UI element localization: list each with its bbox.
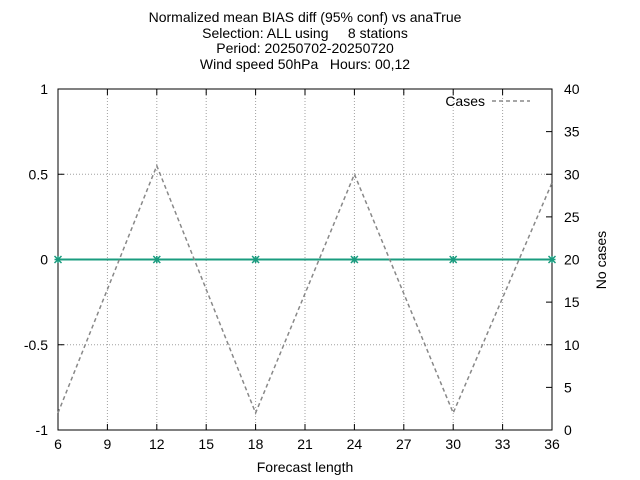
title-line-1: Normalized mean BIAS diff (95% conf) vs … [148, 9, 462, 25]
y2-tick-label: 30 [564, 166, 580, 182]
x-tick-label: 24 [347, 436, 363, 452]
x-tick-label: 18 [248, 436, 264, 452]
x-tick-label: 12 [149, 436, 165, 452]
data-point [449, 255, 458, 264]
chart-title: Normalized mean BIAS diff (95% conf) vs … [0, 9, 610, 72]
y2-tick-label: 15 [564, 294, 580, 310]
legend-label-cases: Cases [445, 93, 485, 109]
x-tick-label: 36 [544, 436, 560, 452]
data-point [251, 255, 260, 264]
legend: Cases [445, 93, 530, 109]
x-tick-label: 15 [198, 436, 214, 452]
data-point [350, 255, 359, 264]
y-tick-label: -1 [36, 422, 49, 438]
x-tick-label: 9 [104, 436, 112, 452]
y-tick-label: 0 [40, 252, 48, 268]
y2-tick-label: 40 [564, 81, 580, 97]
y2-tick-label: 10 [564, 337, 580, 353]
x-tick-label: 21 [297, 436, 313, 452]
title-line-2: Selection: ALL using 8 stations [202, 24, 408, 41]
y2-tick-label: 5 [564, 379, 572, 395]
title-line-3: Period: 20250702-20250720 [216, 40, 394, 56]
y2-axis-label: No cases [593, 231, 609, 289]
axes: 6 9 12 15 18 21 24 27 30 33 36-1-0.500.51051015202… [24, 81, 580, 452]
y2-tick-label: 35 [564, 124, 580, 140]
y2-tick-label: 25 [564, 209, 580, 225]
series-line-cases [57, 163, 553, 415]
x-tick-label: 30 [445, 436, 461, 452]
x-axis-label: Forecast length [257, 459, 354, 475]
y2-tick-label: 0 [564, 422, 572, 438]
y2-tick-label: 20 [564, 252, 580, 268]
x-tick-label: 6 [54, 436, 62, 452]
data-point [547, 255, 557, 264]
title-line-4: Wind speed 50hPa Hours: 00,12 [199, 55, 411, 72]
series-layer [53, 163, 557, 415]
data-point [152, 255, 161, 264]
y-tick-label: 0.5 [29, 166, 49, 182]
y-tick-label: -0.5 [24, 337, 48, 353]
x-tick-label: 33 [495, 436, 511, 452]
x-tick-label: 27 [396, 436, 412, 452]
data-point [53, 255, 63, 264]
y-tick-label: 1 [40, 81, 48, 97]
